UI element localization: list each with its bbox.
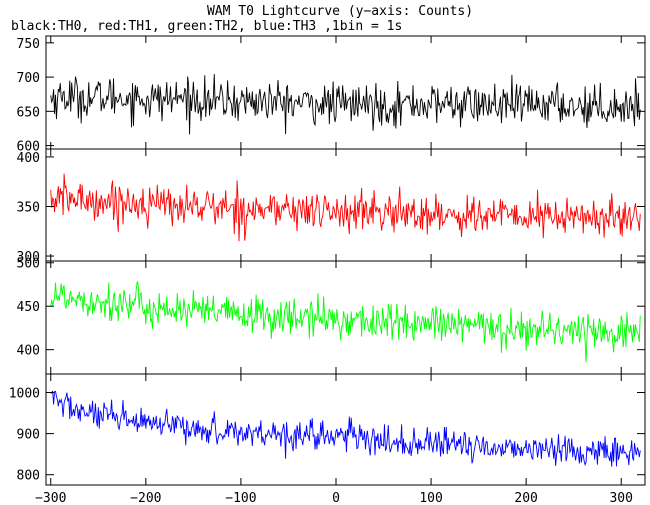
chart-title: WAM T0 Lightcurve (y−axis: Counts) — [207, 4, 473, 19]
series-line-th1 — [50, 173, 641, 242]
x-tick-label: 0 — [332, 491, 340, 505]
panel-th0: 600 650 700 750 — [17, 35, 646, 155]
y-tick-label: 750 — [17, 37, 40, 52]
y-tick-label: 500 — [17, 257, 40, 272]
y-tick-label: 400 — [17, 151, 40, 166]
panel-th3: 800 900 1000 — [9, 373, 646, 486]
panel-th2: 400 450 500 — [17, 257, 646, 375]
y-tick-label: 400 — [17, 344, 40, 359]
x-tick-label: −100 — [225, 491, 256, 505]
y-tick-label: 300 — [17, 250, 40, 265]
x-tick-label: 300 — [609, 491, 632, 505]
y-tick-label: 650 — [17, 105, 40, 120]
y-tick-label: 450 — [17, 300, 40, 315]
y-tick-label: 600 — [17, 140, 40, 155]
y-tick-label: 700 — [17, 71, 40, 86]
y-tick-label: 800 — [17, 469, 40, 484]
panel-frame — [45, 373, 646, 486]
x-tick-label: −200 — [130, 491, 161, 505]
x-tick-label: −300 — [35, 491, 66, 505]
y-tick-label: 900 — [17, 428, 40, 443]
series-line-th2 — [50, 281, 641, 363]
chart-subtitle: black:TH0, red:TH1, green:TH2, blue:TH3 … — [11, 19, 402, 34]
series-line-th3 — [50, 390, 641, 467]
panel-th1: 300 350 400 — [17, 148, 646, 265]
y-tick-label: 1000 — [9, 387, 40, 402]
x-tick-label: 200 — [514, 491, 537, 505]
series-line-th0 — [50, 74, 641, 135]
y-tick-label: 350 — [17, 200, 40, 215]
x-tick-label: 100 — [419, 491, 442, 505]
